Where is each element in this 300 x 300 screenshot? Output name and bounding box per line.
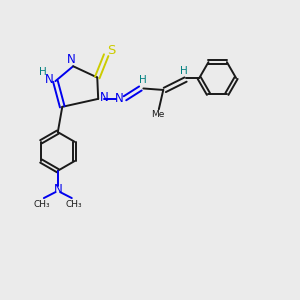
Text: N: N bbox=[44, 73, 53, 86]
Text: Me: Me bbox=[152, 110, 165, 119]
Text: H: H bbox=[180, 66, 188, 76]
Text: N: N bbox=[67, 53, 76, 66]
Text: CH₃: CH₃ bbox=[66, 200, 82, 209]
Text: H: H bbox=[140, 75, 147, 85]
Text: H: H bbox=[39, 67, 47, 76]
Text: N: N bbox=[100, 91, 109, 104]
Text: CH₃: CH₃ bbox=[33, 200, 50, 209]
Text: N: N bbox=[115, 92, 124, 105]
Text: N: N bbox=[53, 183, 62, 196]
Text: S: S bbox=[107, 44, 116, 57]
